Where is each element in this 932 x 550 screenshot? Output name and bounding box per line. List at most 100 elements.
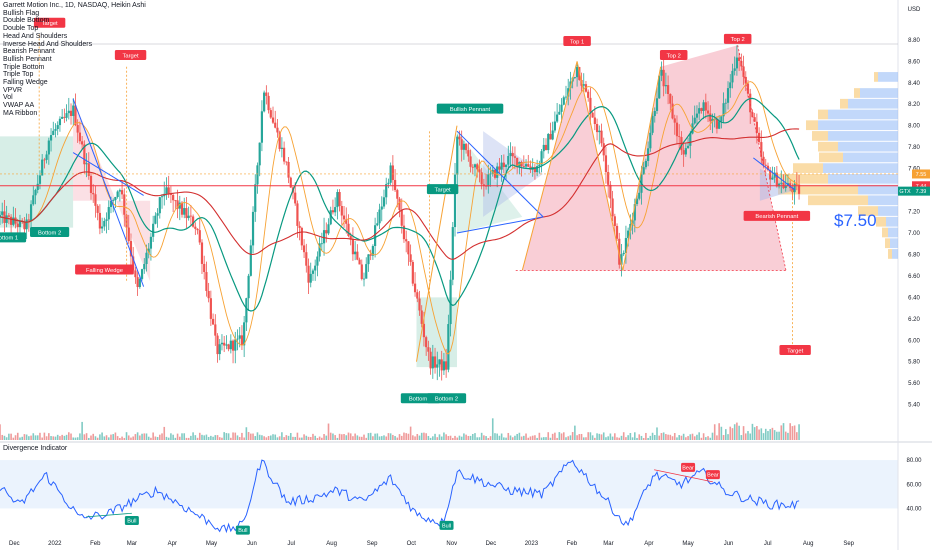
oscillator-title[interactable]: Divergence Indicator <box>3 445 68 452</box>
volume-bar <box>747 431 749 440</box>
candle-body <box>362 278 366 280</box>
legend-item[interactable]: Double Bottom <box>3 17 50 25</box>
volume-bar <box>174 437 177 440</box>
volume-bar <box>727 434 729 440</box>
oscillator-tick-label: 80.00 <box>906 458 922 464</box>
legend-item[interactable]: Head And Shoulders <box>3 32 68 40</box>
candle-body <box>540 151 543 165</box>
volume-bar <box>660 433 663 440</box>
volume-bar <box>23 434 26 440</box>
legend-item[interactable]: Triple Top <box>3 71 34 79</box>
candle-body <box>664 85 667 87</box>
vpvr-bar <box>878 206 898 216</box>
legend-item[interactable]: VWAP AA <box>3 102 35 110</box>
volume-bar <box>744 433 747 440</box>
candle-body <box>351 239 355 255</box>
volume-bar <box>130 437 132 440</box>
candle-body <box>254 184 257 212</box>
candle-body <box>89 175 93 193</box>
volume-bar <box>509 435 512 440</box>
candle-body <box>549 133 552 140</box>
candle-body <box>154 215 157 224</box>
candle-body <box>764 164 767 166</box>
volume-bar <box>347 432 350 440</box>
candle-body <box>460 139 463 150</box>
pattern-label: Bottom 1 <box>409 397 432 403</box>
volume-bar <box>54 436 57 440</box>
legend-item[interactable]: Bullish Pennant <box>3 55 52 63</box>
volume-bar <box>136 432 139 440</box>
volume-bar <box>107 437 110 440</box>
pattern-label: Target <box>42 21 59 27</box>
legend-item[interactable]: Triple Bottom <box>3 63 45 71</box>
candle-body <box>389 165 392 183</box>
volume-bar <box>56 434 59 440</box>
volume-bar <box>598 433 601 440</box>
volume-bar <box>707 436 709 440</box>
candle-body <box>438 359 441 365</box>
divergence-label-bg <box>235 525 250 535</box>
candle-body <box>613 216 616 226</box>
legend-item[interactable]: Bearish Pennant <box>3 48 55 56</box>
candle-body <box>238 335 241 339</box>
volume-bar <box>187 437 190 440</box>
volume-bar <box>585 437 587 440</box>
volume-bar <box>312 433 314 440</box>
candle-body <box>511 153 514 157</box>
candle-body <box>751 112 754 118</box>
volume-bar <box>243 437 245 440</box>
volume-bar <box>190 435 192 440</box>
volume-bar <box>469 435 472 440</box>
divergence-line <box>654 469 713 483</box>
candle-body <box>249 245 252 276</box>
legend-item[interactable]: VPVR <box>3 86 23 94</box>
volume-bar <box>389 433 392 440</box>
candle-body <box>609 184 612 199</box>
candle-body <box>649 132 652 149</box>
volume-bar <box>673 433 676 440</box>
candle-body <box>134 270 137 278</box>
candle-body <box>642 167 645 175</box>
volume-bar <box>214 435 217 440</box>
chart-title[interactable]: Garrett Motion Inc., 1D, NASDAQ, Heikin … <box>3 2 146 9</box>
volume-bar <box>210 435 212 440</box>
volume-bar <box>143 433 146 440</box>
volume-bar <box>283 437 285 440</box>
pattern-label: Bottom 2 <box>435 397 458 403</box>
vpvr-bar <box>818 141 838 152</box>
candle-body <box>196 228 199 231</box>
candle-body <box>378 209 381 224</box>
candle-body <box>638 192 641 199</box>
volume-bar <box>494 433 496 440</box>
candle-body <box>416 292 419 299</box>
legend-item[interactable]: Bullish Flag <box>3 9 40 17</box>
volume-bar <box>645 432 647 440</box>
candle-body <box>158 197 161 214</box>
candle-body <box>101 226 104 229</box>
candle-body <box>675 122 679 137</box>
volume-bar <box>769 429 771 440</box>
volume-bar <box>14 435 17 440</box>
vpvr-bar <box>838 141 898 152</box>
legend-item[interactable]: Falling Wedge <box>3 79 48 87</box>
legend-item[interactable]: Vol <box>3 94 13 102</box>
volume-bar <box>443 432 445 440</box>
volume-bar <box>165 436 168 440</box>
legend-item[interactable]: Double Top <box>3 25 39 33</box>
volume-bar <box>358 436 361 440</box>
legend-item[interactable]: MA Ribbon <box>3 109 38 117</box>
candle-body <box>480 172 483 185</box>
candle-body <box>149 236 153 249</box>
candle-body <box>689 133 692 146</box>
candle-body <box>382 197 386 207</box>
legend-item[interactable]: Inverse Head And Shoulders <box>3 40 93 48</box>
volume-bar <box>702 433 705 440</box>
candle-body <box>427 347 430 352</box>
volume-bar <box>216 435 219 440</box>
candle-body <box>704 102 707 111</box>
price-tick-label: 5.80 <box>908 360 920 366</box>
candle-body <box>740 60 743 67</box>
volume-bar <box>407 433 410 440</box>
volume-bar <box>456 437 459 440</box>
volume-bar <box>740 435 743 440</box>
